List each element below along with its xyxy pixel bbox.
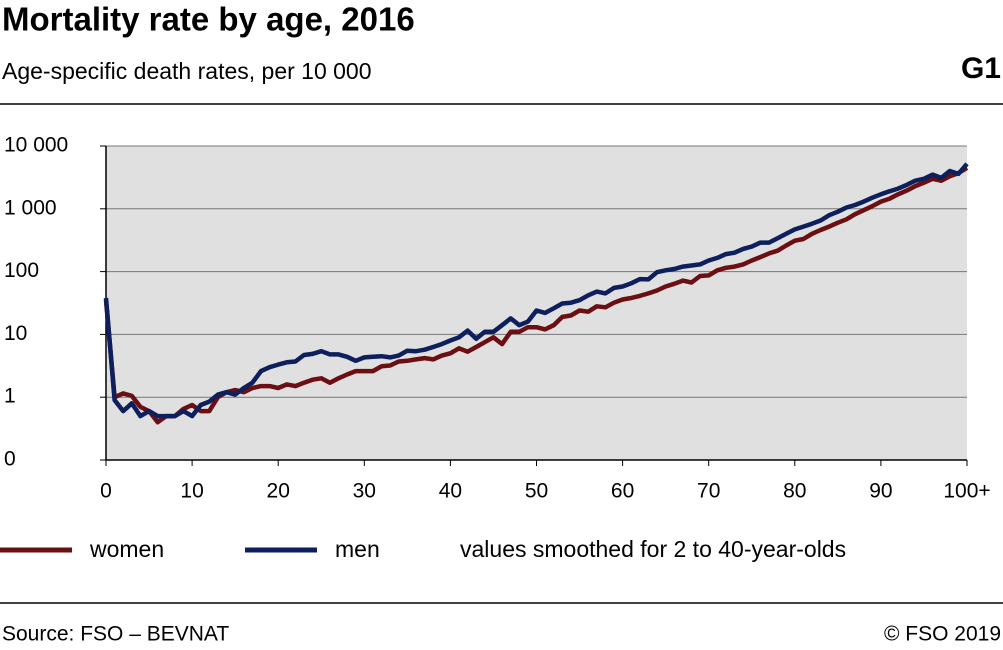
x-tick-label: 30 bbox=[353, 480, 376, 503]
x-tick-label: 60 bbox=[611, 480, 634, 503]
chart-label: G1 bbox=[961, 52, 1001, 85]
plot-area bbox=[106, 146, 967, 460]
y-tick-label: 1 bbox=[4, 385, 16, 408]
series-line bbox=[103, 165, 969, 425]
copyright: © FSO 2019 bbox=[884, 623, 1001, 646]
legend-label: men bbox=[335, 536, 380, 562]
x-tick-label: 70 bbox=[697, 480, 720, 503]
series-line bbox=[103, 162, 969, 419]
x-tick-label: 50 bbox=[525, 480, 548, 503]
legend-label: women bbox=[89, 536, 164, 562]
y-tick-label: 1 000 bbox=[4, 196, 57, 219]
x-tick-label: 100+ bbox=[943, 480, 990, 503]
y-tick-label: 0 bbox=[4, 448, 16, 471]
source: Source: FSO – BEVNAT bbox=[2, 623, 229, 646]
y-tick-label: 100 bbox=[4, 259, 39, 282]
chart-title: Mortality rate by age, 2016 bbox=[2, 1, 415, 38]
x-tick-label: 40 bbox=[439, 480, 462, 503]
x-tick-label: 80 bbox=[783, 480, 806, 503]
y-tick-label: 10 bbox=[4, 322, 27, 345]
note: values smoothed for 2 to 40-year-olds bbox=[460, 536, 846, 562]
y-tick-label: 10 000 bbox=[4, 134, 68, 157]
x-tick-label: 20 bbox=[267, 480, 290, 503]
chart-subtitle: Age-specific death rates, per 10 000 bbox=[2, 58, 372, 84]
x-tick-label: 0 bbox=[100, 480, 112, 503]
x-tick-label: 10 bbox=[180, 480, 203, 503]
x-tick-label: 90 bbox=[869, 480, 892, 503]
